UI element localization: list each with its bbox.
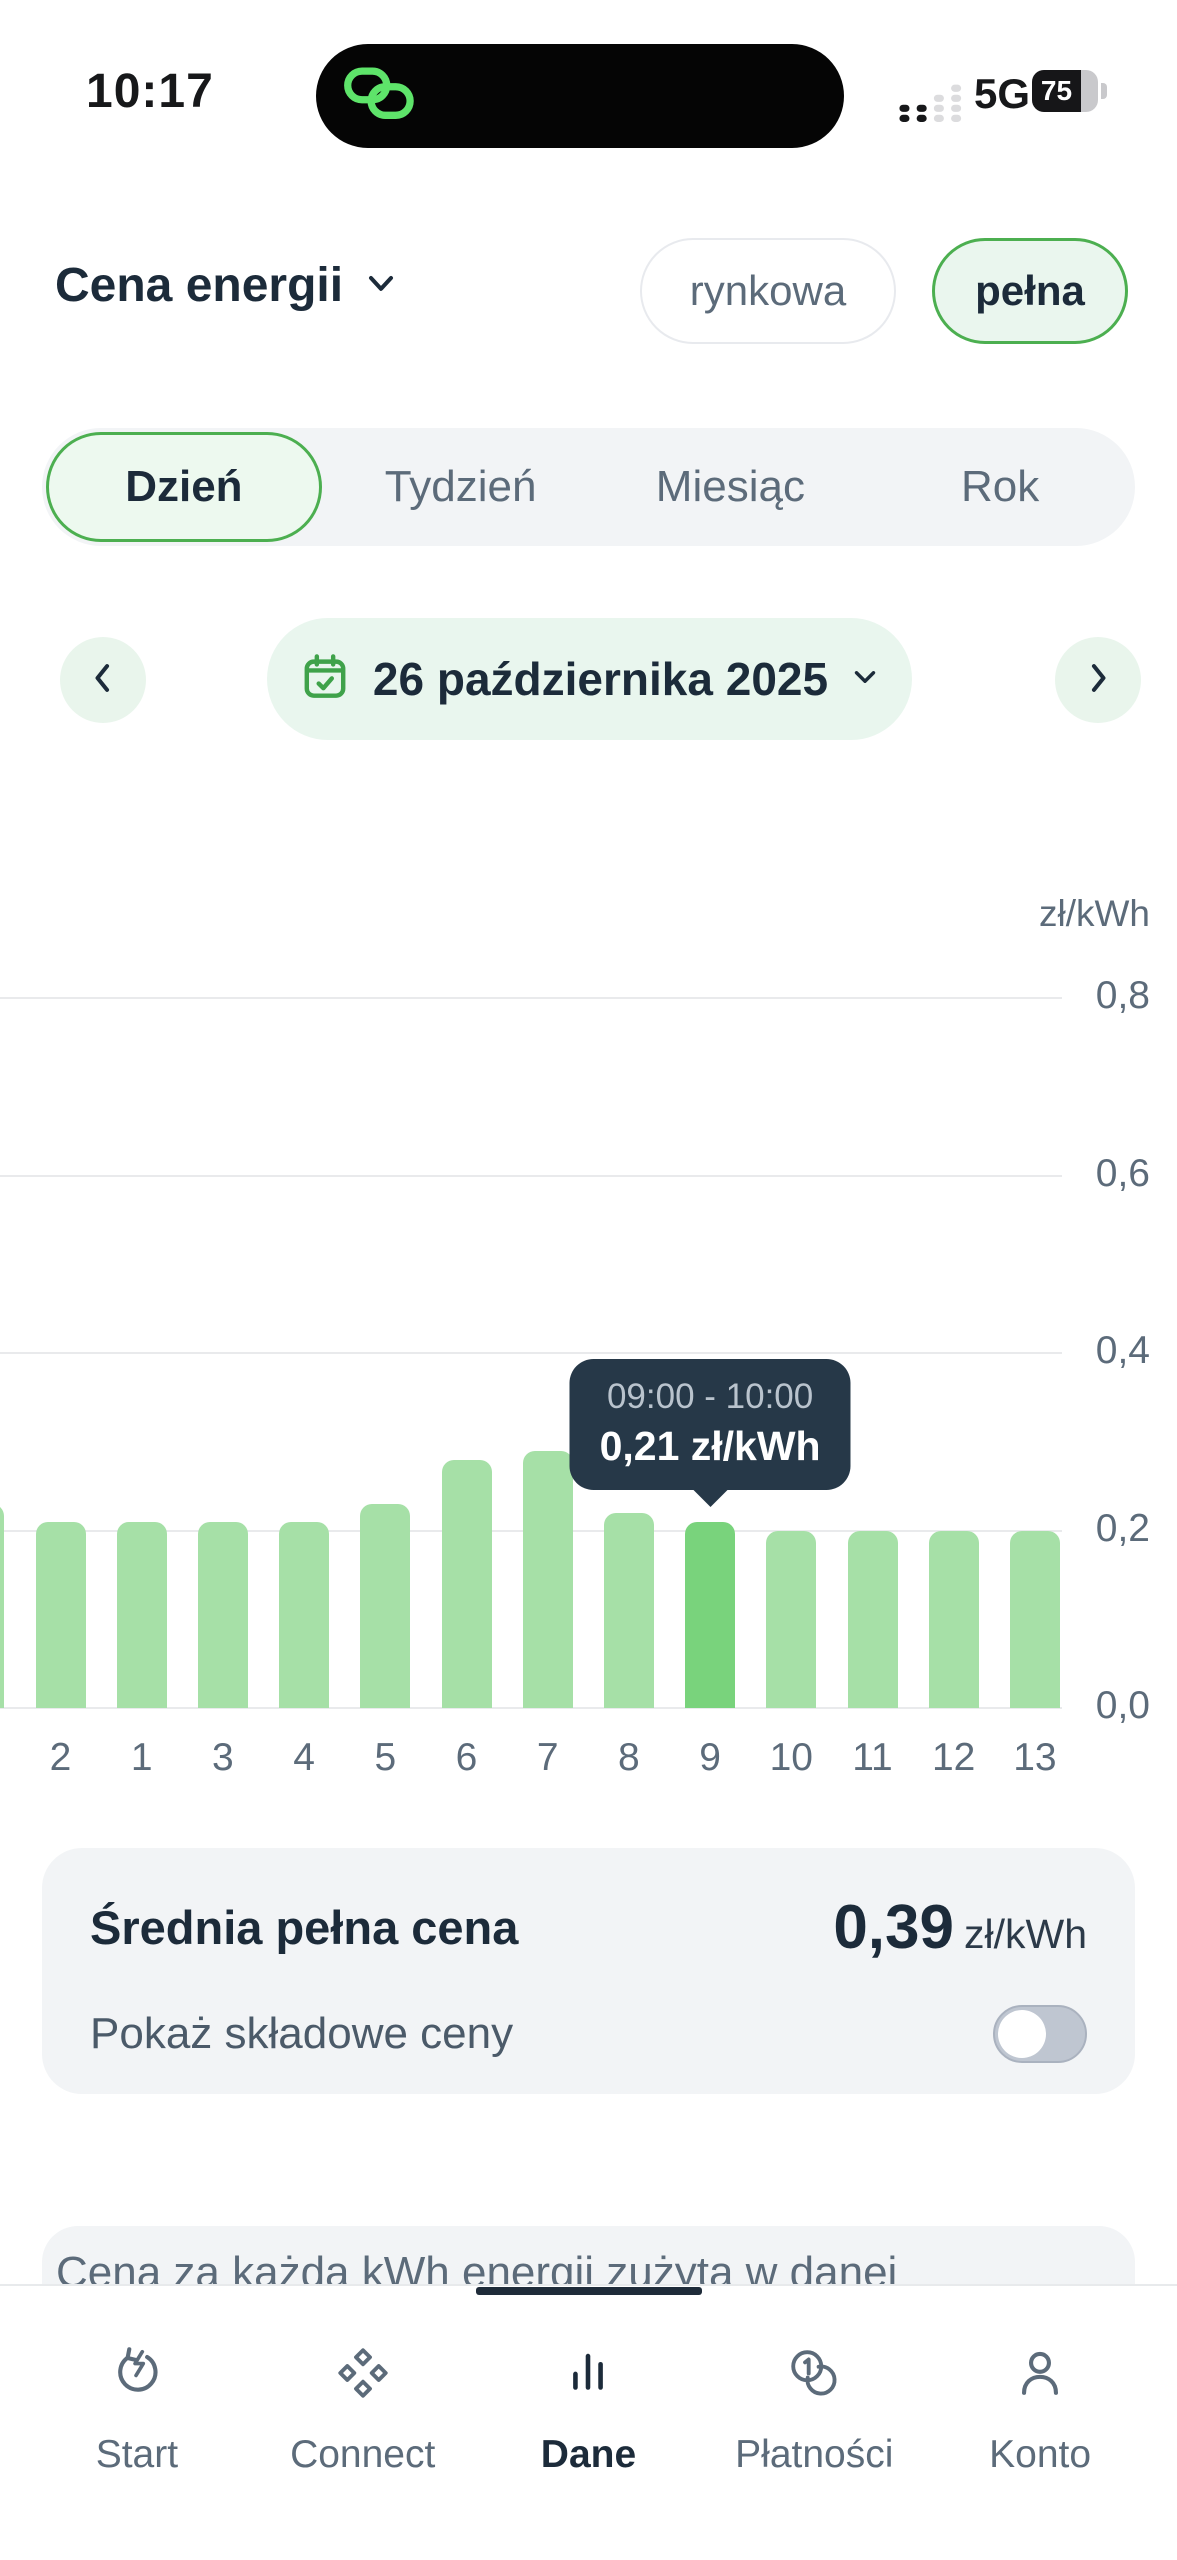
price-option-pelna[interactable]: pełna: [932, 238, 1128, 344]
tooltip-value: 0,21 zł/kWh: [599, 1422, 821, 1469]
nav-item-konto[interactable]: Konto: [927, 2286, 1153, 2560]
previous-day-button[interactable]: [60, 637, 146, 723]
chevron-down-icon: [361, 263, 401, 308]
y-axis-unit-label: zł/kWh: [1039, 893, 1150, 934]
x-tick-label: 11: [852, 1736, 893, 1779]
battery-percent: 75: [1040, 75, 1073, 106]
price-bar-2[interactable]: [35, 1521, 86, 1708]
nav-item-platnosci[interactable]: Płatności: [701, 2286, 927, 2560]
price-bar-11[interactable]: [847, 1530, 898, 1708]
x-tick-label: 13: [1013, 1736, 1057, 1779]
y-tick-label: 0,6: [1095, 1151, 1150, 1195]
x-tick-label: 2: [49, 1736, 72, 1779]
page-title: Cena energii: [55, 259, 344, 312]
price-bar-edge[interactable]: [0, 1503, 5, 1708]
gridline: [0, 1174, 1062, 1177]
battery-tip: [1101, 83, 1107, 99]
nav-label-konto: Konto: [989, 2433, 1092, 2476]
average-price-unit: zł/kWh: [964, 1911, 1087, 1957]
start-icon: [108, 2344, 166, 2407]
show-components-toggle[interactable]: [993, 2005, 1087, 2063]
x-tick-label: 6: [455, 1736, 478, 1779]
y-tick-label: 0,4: [1095, 1329, 1150, 1372]
nav-item-connect[interactable]: Connect: [250, 2286, 476, 2560]
next-day-button[interactable]: [1055, 637, 1141, 723]
nav-label-connect: Connect: [290, 2433, 436, 2476]
price-bar-12[interactable]: [928, 1530, 979, 1708]
payments-icon: [785, 2344, 843, 2407]
battery-icon: 75: [1032, 70, 1098, 112]
x-tick-label: 10: [769, 1736, 813, 1779]
nav-item-start[interactable]: Start: [24, 2286, 250, 2560]
bar-chart-icon: [559, 2344, 617, 2407]
status-time: 10:17: [86, 65, 214, 118]
tab-miesiac[interactable]: Miesiąc: [655, 462, 805, 511]
nav-label-start: Start: [95, 2433, 179, 2476]
selected-date-label: 26 października 2025: [372, 653, 829, 705]
date-picker-button[interactable]: 26 października 2025: [267, 618, 912, 740]
average-price-title: Średnia pełna cena: [90, 1901, 519, 1954]
y-tick-label: 0,8: [1095, 974, 1150, 1017]
average-price-value: 0,39 zł/kWh: [833, 1893, 1087, 1962]
price-bar-8[interactable]: [603, 1512, 654, 1708]
bar-tooltip: 09:00 - 10:00 0,21 zł/kWh: [569, 1358, 851, 1490]
calendar-icon: [297, 649, 353, 710]
x-tick-label: 1: [130, 1736, 153, 1779]
nav-label-platnosci: Płatności: [735, 2433, 894, 2476]
price-option-rynkowa[interactable]: rynkowa: [640, 238, 896, 344]
bottom-nav: Start Connect Dane: [0, 2284, 1177, 2560]
toggle-knob: [998, 2010, 1046, 2058]
connect-icon: [334, 2344, 392, 2407]
price-bar-3[interactable]: [197, 1521, 248, 1708]
active-tab-indicator: [476, 2287, 702, 2295]
period-tabs: Dzień Tydzień Miesiąc Rok: [42, 428, 1135, 546]
x-tick-label: 7: [536, 1736, 559, 1779]
tab-rok[interactable]: Rok: [961, 462, 1040, 511]
dynamic-island[interactable]: [316, 44, 844, 148]
chevron-left-icon: [81, 656, 125, 705]
network-type-label: 5G: [974, 70, 1031, 117]
tab-dzien[interactable]: Dzień: [46, 432, 322, 542]
gridline: [0, 997, 1062, 999]
price-bar-9[interactable]: [685, 1521, 736, 1708]
price-bar-4[interactable]: [279, 1521, 330, 1708]
chevron-right-icon: [1076, 656, 1120, 705]
tooltip-time-range: 09:00 - 10:00: [606, 1376, 814, 1416]
price-type-dropdown[interactable]: Cena energii: [55, 258, 401, 313]
link-rings-icon: [342, 62, 420, 131]
cellular-signal-icon: [898, 76, 964, 127]
price-bar-6[interactable]: [441, 1459, 492, 1708]
price-bar-5[interactable]: [360, 1503, 411, 1708]
price-bar-10[interactable]: [766, 1530, 817, 1708]
nav-item-dane[interactable]: Dane: [476, 2286, 702, 2560]
price-bar-13[interactable]: [1009, 1530, 1060, 1708]
nav-label-dane: Dane: [540, 2433, 637, 2476]
account-icon: [1011, 2344, 1069, 2407]
x-tick-label: 5: [374, 1736, 397, 1779]
x-tick-label: 4: [293, 1736, 315, 1779]
x-tick-label: 8: [618, 1736, 640, 1779]
x-tick-label: 12: [931, 1736, 976, 1779]
show-components-label: Pokaż składowe ceny: [90, 2009, 514, 2058]
x-tick-label: 9: [699, 1736, 721, 1779]
gridline: [0, 1352, 1062, 1354]
chevron-down-icon: [848, 660, 882, 699]
average-price-card: Średnia pełna cena 0,39 zł/kWh Pokaż skła…: [42, 1848, 1135, 2094]
price-bar-1[interactable]: [116, 1521, 167, 1708]
price-bar-7[interactable]: [522, 1450, 573, 1708]
x-tick-label: 3: [212, 1736, 234, 1779]
tab-tydzien[interactable]: Tydzień: [384, 462, 537, 511]
